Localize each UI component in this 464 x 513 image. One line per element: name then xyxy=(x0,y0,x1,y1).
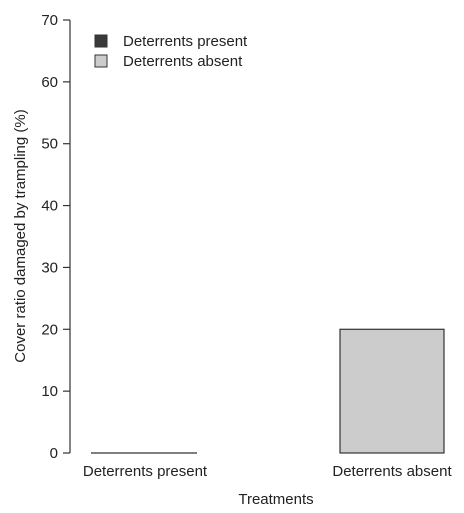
y-ticks: 0 10 20 30 40 50 60 70 xyxy=(41,12,70,462)
x-tick-label: Deterrents present xyxy=(83,463,208,480)
bars xyxy=(91,328,445,454)
y-tick-label: 10 xyxy=(41,383,58,400)
legend-swatch-deterrents-absent xyxy=(94,54,108,68)
y-tick-label: 30 xyxy=(41,259,58,276)
y-tick-label: 20 xyxy=(41,321,58,338)
y-tick-label: 50 xyxy=(41,136,58,153)
x-tick-labels: Deterrents present Deterrents absent xyxy=(83,463,453,480)
legend: Deterrents present Deterrents absent xyxy=(94,33,248,70)
y-tick-label: 60 xyxy=(41,74,58,91)
legend-label-deterrents-present: Deterrents present xyxy=(123,33,248,50)
legend-label-deterrents-absent: Deterrents absent xyxy=(123,53,243,70)
y-tick-label: 40 xyxy=(41,198,58,215)
legend-swatch-deterrents-present xyxy=(94,34,108,48)
y-axis-title: Cover ratio damaged by trampling (%) xyxy=(12,109,29,362)
x-tick-label: Deterrents absent xyxy=(332,463,452,480)
y-tick-label: 70 xyxy=(41,12,58,29)
bar-deterrents-absent xyxy=(339,328,445,454)
x-axis-title: Treatments xyxy=(238,491,313,508)
y-tick-label: 0 xyxy=(50,445,58,462)
